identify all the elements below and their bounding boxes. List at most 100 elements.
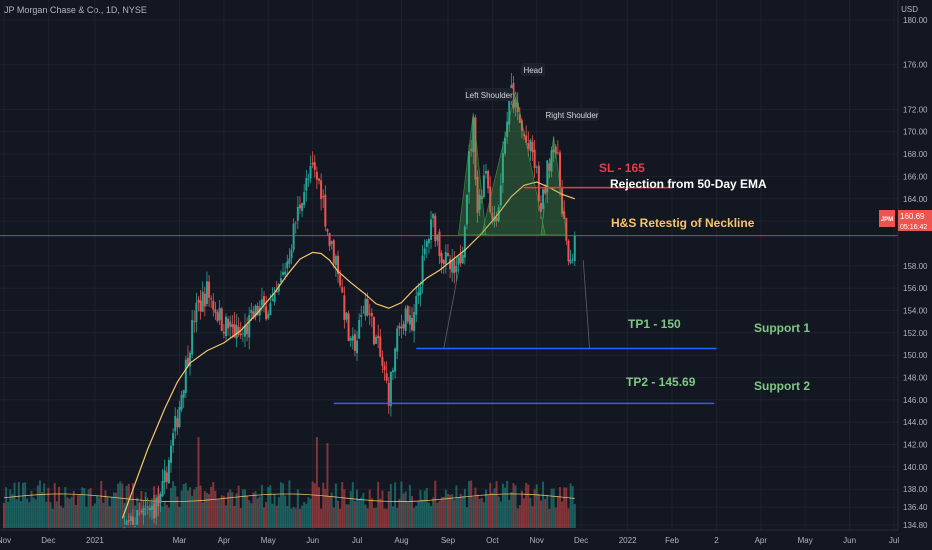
- candle-body: [142, 507, 145, 516]
- currency-label: USD: [901, 5, 918, 14]
- volume-bar: [523, 498, 526, 528]
- volume-bar: [66, 497, 69, 528]
- volume-bar: [430, 506, 433, 528]
- candle-body: [197, 299, 200, 303]
- x-tick-label: Nov: [530, 536, 544, 545]
- volume-bar: [47, 487, 50, 528]
- volume-bar: [121, 483, 124, 528]
- volume-bar: [567, 508, 570, 528]
- volume-bar: [256, 498, 259, 528]
- volume-bar: [275, 505, 278, 528]
- volume-bar: [102, 502, 105, 528]
- volume-bar: [303, 501, 306, 528]
- candle-body: [313, 162, 316, 170]
- volume-bar: [391, 506, 394, 528]
- candle-body: [148, 507, 151, 511]
- volume-bar: [569, 483, 572, 528]
- volume-bar: [353, 501, 356, 528]
- volume-bar: [332, 507, 335, 528]
- candle-body: [499, 185, 502, 206]
- volume-bar: [165, 504, 168, 528]
- volume-bar: [499, 501, 502, 528]
- volume-bar: [273, 493, 276, 528]
- candle-body: [334, 256, 337, 266]
- candle-body: [436, 234, 439, 241]
- current-price-badge[interactable]: JPM 160.69 05:16:42: [879, 210, 932, 231]
- target-1-label: TP1 - 150: [628, 317, 681, 331]
- volume-bar: [70, 496, 73, 528]
- ticker-badge: JPM: [881, 217, 893, 223]
- candle-body: [222, 331, 225, 334]
- x-axis[interactable]: Nov Dec 2021 Mar Apr May Jun Jul Aug Sep Oct Nov Dec…: [0, 536, 899, 545]
- candle-body: [136, 509, 139, 525]
- candle-body: [294, 222, 297, 224]
- candle-body: [453, 259, 456, 274]
- volume-bar: [379, 498, 382, 528]
- x-tick-label: May: [798, 536, 813, 545]
- y-axis[interactable]: 180.00 176.00 172.00 170.00 168.00 166.00 164.…: [903, 16, 928, 530]
- volume-bar: [174, 485, 177, 528]
- candle-body: [125, 521, 128, 525]
- candle-body: [146, 506, 149, 508]
- candle-body: [243, 325, 246, 337]
- volume-bar: [53, 483, 56, 528]
- volume-bar: [214, 490, 217, 528]
- volume-bar: [81, 487, 84, 528]
- svg-text:Left Shoulder: Left Shoulder: [465, 91, 513, 100]
- volume-bar: [220, 495, 223, 528]
- candle-body: [159, 493, 162, 504]
- candle-body: [235, 325, 238, 339]
- volume-bar: [315, 437, 318, 528]
- candle-body: [349, 338, 352, 341]
- candle-body: [482, 175, 485, 198]
- symbol-title[interactable]: JP Morgan Chase & Co., 1D, NYSE: [4, 5, 147, 15]
- head-and-shoulders-pattern: [443, 91, 590, 349]
- volume-bar: [385, 508, 388, 528]
- candle-body: [170, 445, 173, 463]
- candle-body: [277, 283, 280, 292]
- y-tick-label: 136.40: [903, 503, 928, 512]
- candle-body: [307, 178, 310, 180]
- volume-bar: [438, 500, 441, 528]
- volume-bar: [17, 482, 20, 528]
- candle-body: [406, 306, 409, 322]
- candle-body: [317, 178, 320, 181]
- volume-bar: [79, 493, 82, 528]
- volume-bar: [472, 497, 475, 528]
- volume-bar: [248, 500, 251, 528]
- volume-bar: [565, 487, 568, 528]
- volume-bar: [552, 488, 555, 528]
- volume-bar: [239, 508, 242, 528]
- volume-bar: [436, 502, 439, 528]
- volume-bar: [495, 481, 498, 528]
- candle-body: [358, 319, 361, 339]
- candle-body: [542, 189, 545, 210]
- candle-body: [368, 313, 371, 315]
- candle-body: [495, 217, 498, 222]
- x-tick-label: Jun: [843, 536, 856, 545]
- candle-body: [269, 303, 272, 316]
- candle-body: [400, 326, 403, 329]
- candle-body: [457, 256, 460, 265]
- volume-bar: [60, 505, 63, 528]
- volume-bar: [199, 485, 202, 528]
- volume-bar: [186, 490, 189, 528]
- volume-bar: [516, 508, 519, 528]
- volume-bar: [417, 501, 420, 528]
- volume-bar: [45, 501, 48, 528]
- candle-body: [463, 226, 466, 258]
- volume-bar: [544, 498, 547, 528]
- candle-body: [315, 171, 318, 180]
- volume-bar: [100, 481, 103, 528]
- volume-bar: [290, 508, 293, 528]
- volume-bar: [123, 502, 126, 528]
- candle-body: [161, 480, 164, 497]
- volume-bar: [381, 490, 384, 528]
- volume-bar: [284, 495, 287, 528]
- volume-bar: [28, 502, 31, 528]
- volume-bar: [556, 496, 559, 528]
- volume-bar: [260, 485, 263, 528]
- candle-body: [273, 293, 276, 303]
- volume-bar: [504, 487, 507, 528]
